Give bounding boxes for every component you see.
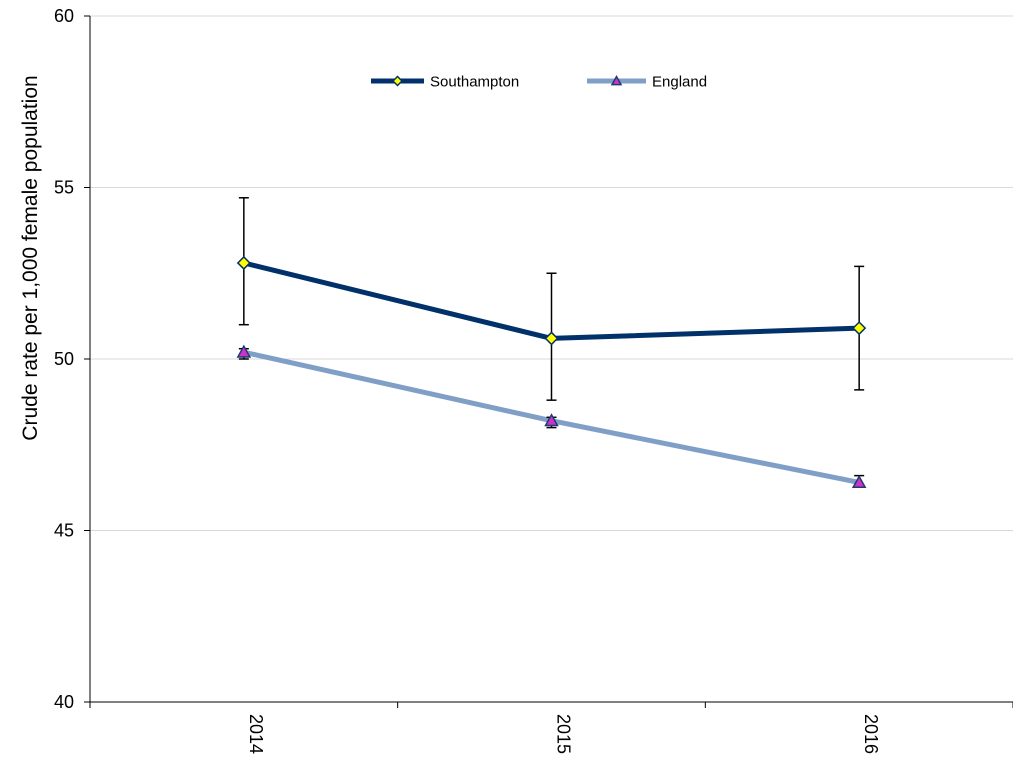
data-point-marker — [610, 74, 623, 86]
y-tick-labels: 40 45 50 55 60 — [54, 6, 74, 712]
data-point-marker — [236, 255, 251, 271]
legend-label: Southampton — [430, 74, 519, 91]
y-tick-label: 40 — [54, 692, 74, 712]
data-point-marker — [851, 474, 867, 489]
legend-item-southampton: Southampton — [371, 74, 519, 91]
data-point-marker — [391, 75, 404, 87]
series-england — [236, 344, 867, 489]
series-southampton — [236, 197, 867, 401]
y-tick-label: 60 — [54, 6, 74, 26]
y-axis-title: Crude rate per 1,000 female population — [19, 75, 42, 440]
legend-item-england: England — [587, 74, 707, 91]
y-tick-label: 55 — [54, 178, 74, 198]
data-point-marker — [544, 413, 559, 427]
y-tick-label: 50 — [54, 349, 74, 369]
x-tick-label: 2015 — [554, 714, 574, 754]
x-tick-label: 2016 — [861, 714, 881, 754]
x-tick-label: 2014 — [246, 714, 266, 754]
x-tick-labels: 2014 2015 2016 — [246, 714, 881, 754]
legend: Southampton England — [371, 74, 707, 91]
data-point-marker — [852, 321, 867, 336]
legend-label: England — [652, 74, 707, 91]
data-point-marker — [236, 344, 252, 358]
data-point-marker — [544, 331, 559, 346]
y-tick-label: 45 — [54, 521, 74, 541]
axes — [84, 15, 1013, 708]
series — [236, 197, 867, 489]
